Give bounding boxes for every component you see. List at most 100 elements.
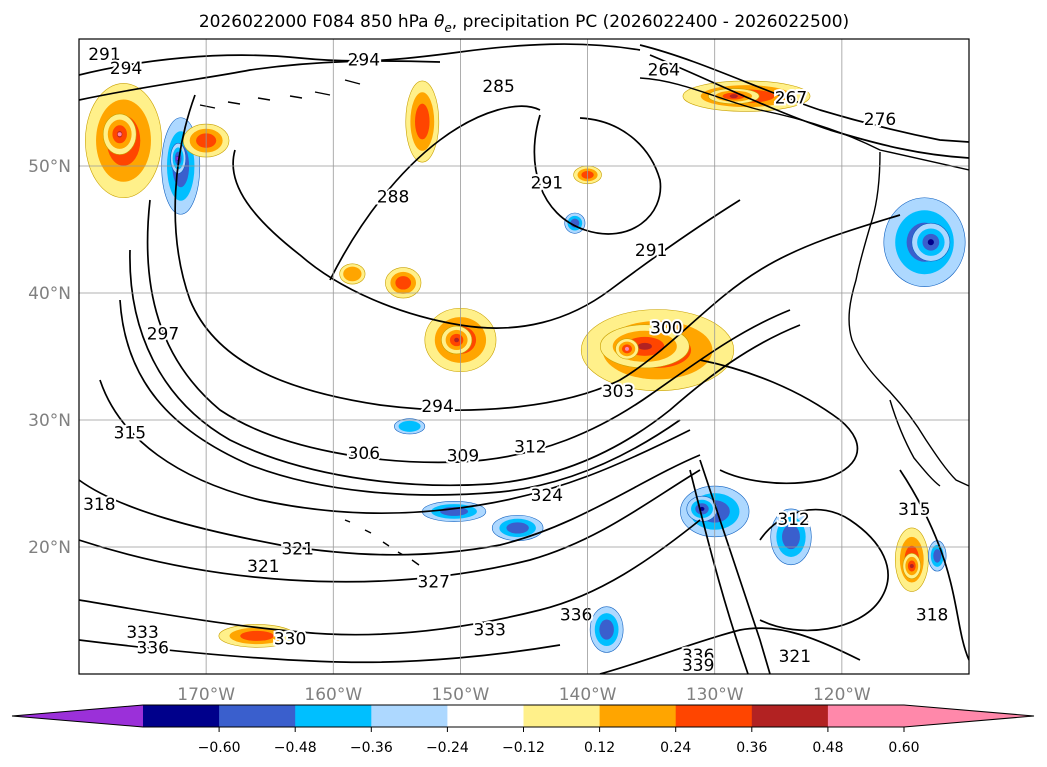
precip-blob bbox=[729, 94, 738, 99]
colorbar-box bbox=[675, 705, 753, 727]
contour-label: 315 bbox=[898, 500, 930, 520]
lat-tick-label: 20°N bbox=[28, 538, 71, 558]
contour-label: 327 bbox=[418, 572, 450, 592]
contour-label: 324 bbox=[531, 486, 563, 506]
contour-line bbox=[99, 379, 691, 515]
contour-line bbox=[79, 454, 701, 556]
contour-label: 291 bbox=[531, 174, 563, 194]
colorbar-tick-label: 0.60 bbox=[888, 740, 919, 756]
contour-label: 267 bbox=[775, 88, 807, 108]
aleutian-islands bbox=[199, 79, 361, 109]
contour-label: 339 bbox=[682, 656, 714, 676]
colorbar-tick-label: −0.60 bbox=[198, 740, 241, 756]
colorbar-under-extend bbox=[12, 705, 143, 727]
precip-blob bbox=[933, 549, 942, 563]
contour-line bbox=[119, 299, 681, 496]
colorbar-box bbox=[523, 705, 601, 727]
contour-line bbox=[174, 94, 901, 411]
contour-label: 330 bbox=[274, 629, 306, 649]
contour-label: 294 bbox=[421, 397, 453, 417]
colorbar-box bbox=[751, 705, 829, 727]
contour-label: 288 bbox=[377, 187, 409, 207]
precip-blob bbox=[927, 239, 934, 246]
colorbar-boxes bbox=[12, 705, 1034, 727]
contour-line bbox=[146, 199, 791, 464]
colorbar-tick-label: −0.12 bbox=[502, 740, 545, 756]
contour-label: 297 bbox=[147, 325, 179, 345]
precip-blob bbox=[637, 342, 652, 350]
lon-tick-label: 160°W bbox=[304, 685, 362, 705]
lat-tick-label: 50°N bbox=[28, 157, 71, 177]
theta-e-contour-layer bbox=[79, 43, 969, 674]
colorbar-tick-label: 0.12 bbox=[584, 740, 615, 756]
contour-label: 333 bbox=[126, 623, 158, 643]
colorbar-box bbox=[371, 705, 448, 727]
contour-line bbox=[649, 54, 969, 159]
contour-line bbox=[759, 508, 889, 632]
colorbar-tick-label: −0.24 bbox=[426, 740, 469, 756]
contour-line bbox=[79, 60, 441, 101]
contour-label: 309 bbox=[447, 447, 479, 467]
colorbar-box bbox=[599, 705, 677, 727]
contour-line bbox=[129, 249, 801, 487]
contour-line bbox=[329, 105, 541, 281]
contour-label: 321 bbox=[247, 557, 279, 577]
contour-line bbox=[232, 149, 741, 329]
contour-line bbox=[533, 114, 662, 235]
contour-label: 276 bbox=[864, 110, 896, 130]
contour-label: 321 bbox=[281, 539, 313, 559]
colorbar-box bbox=[143, 705, 220, 727]
contour-line bbox=[699, 359, 859, 485]
precip-blob bbox=[782, 524, 800, 550]
lon-tick-label: 170°W bbox=[177, 685, 235, 705]
contour-label: 291 bbox=[635, 241, 667, 261]
colorbar-tick-label: −0.36 bbox=[350, 740, 393, 756]
precip-blob bbox=[454, 337, 460, 343]
colorbar-box bbox=[447, 705, 524, 727]
precipitation-colorbar: −0.60 −0.48 −0.36 −0.24 −0.12 0.12 0.24 0.36 0.4… bbox=[11, 704, 1035, 756]
precip-blob bbox=[506, 522, 529, 534]
longitude-tick-labels: 170°W 160°W 150°W 140°W 130°W 120°W bbox=[177, 685, 871, 705]
precip-blob bbox=[240, 630, 274, 641]
colorbar-box bbox=[219, 705, 296, 727]
precip-blob bbox=[398, 420, 421, 432]
contour-line bbox=[699, 459, 771, 674]
colorbar-box bbox=[827, 705, 905, 727]
contour-label: 294 bbox=[110, 59, 142, 79]
precip-blob bbox=[117, 132, 122, 137]
contour-label: 318 bbox=[916, 605, 948, 625]
contour-line bbox=[899, 469, 969, 661]
colorbar-tick-label: 0.36 bbox=[736, 740, 767, 756]
contour-line bbox=[79, 519, 701, 636]
contour-line bbox=[599, 627, 861, 674]
contour-label: 264 bbox=[648, 60, 680, 80]
precip-blob bbox=[395, 276, 412, 290]
contour-label: 321 bbox=[779, 647, 811, 667]
lon-tick-label: 150°W bbox=[432, 685, 490, 705]
contour-label: 306 bbox=[348, 444, 380, 464]
colorbar-ticks: −0.60 −0.48 −0.36 −0.24 −0.12 0.12 0.24 0.36 0.4… bbox=[198, 727, 920, 756]
contour-line bbox=[639, 44, 969, 143]
precip-blob bbox=[343, 266, 362, 282]
colorbar-tick-label: 0.48 bbox=[812, 740, 843, 756]
contour-label: 294 bbox=[348, 50, 380, 70]
contour-label: 285 bbox=[482, 77, 514, 97]
precip-blob bbox=[599, 619, 614, 640]
colorbar-tick-label: 0.24 bbox=[660, 740, 691, 756]
hawaii-islands bbox=[344, 519, 420, 566]
north-america-coast bbox=[848, 151, 969, 487]
contour-label: 336 bbox=[137, 638, 169, 658]
precip-blob bbox=[909, 564, 914, 569]
contour-label: 312 bbox=[777, 510, 809, 530]
contour-label: 303 bbox=[602, 382, 634, 402]
lon-tick-label: 130°W bbox=[686, 685, 744, 705]
contour-label: 291 bbox=[88, 45, 120, 65]
contour-line bbox=[79, 639, 561, 664]
colorbar-over-extend bbox=[904, 705, 1034, 727]
contour-label: 336 bbox=[560, 605, 592, 625]
contour-label: 333 bbox=[473, 621, 505, 641]
contour-label: 300 bbox=[650, 318, 682, 338]
latitude-tick-labels: 20°N 30°N 40°N 50°N bbox=[28, 157, 71, 558]
